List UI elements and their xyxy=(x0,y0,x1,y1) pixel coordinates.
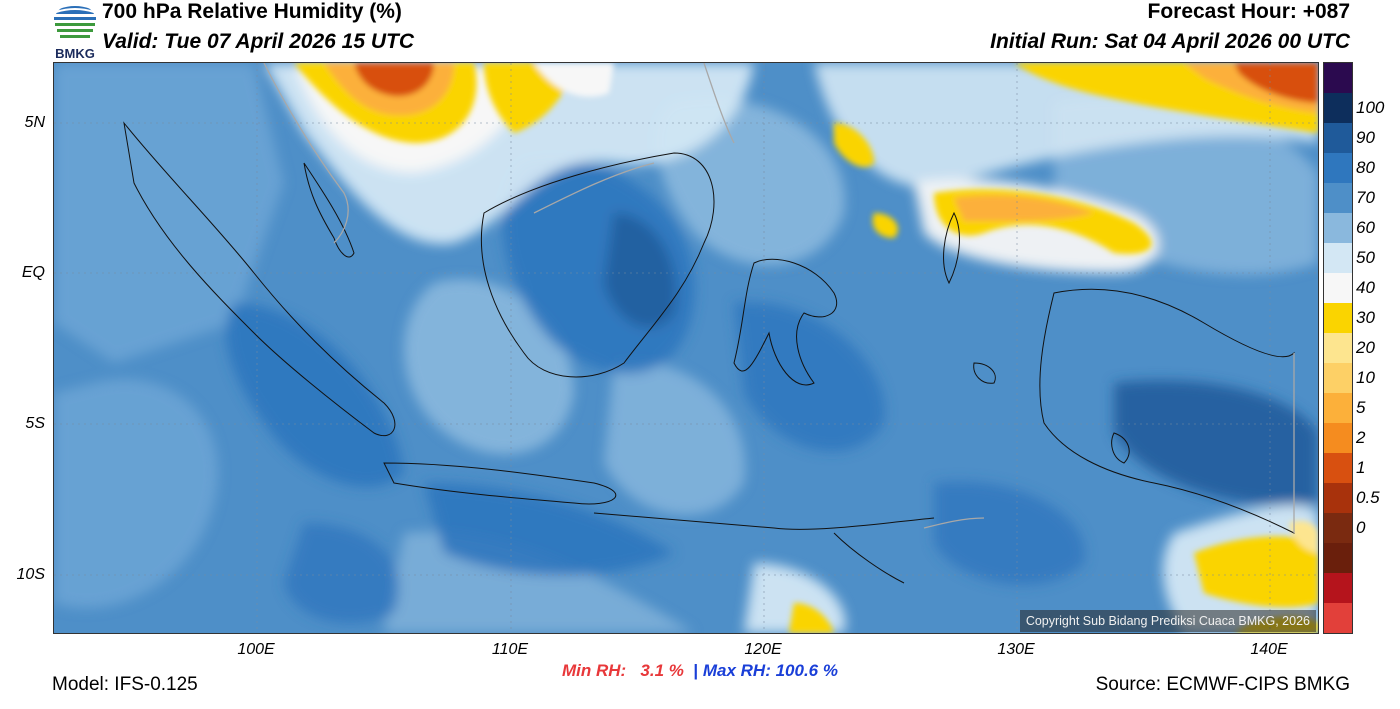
boundaries xyxy=(263,63,1295,533)
colorbar-cell xyxy=(1324,603,1352,633)
colorbar-label: 80 xyxy=(1356,158,1375,177)
copyright-notice: Copyright Sub Bidang Prediksi Cuaca BMKG… xyxy=(1019,610,1316,632)
lon-label: 110E xyxy=(491,641,529,658)
rh-stats: Min RH: 3.1 % | Max RH: 100.6 % xyxy=(0,661,1400,681)
lon-label: 130E xyxy=(997,641,1035,658)
colorbar-label: 5 xyxy=(1356,398,1366,417)
chart-title: 700 hPa Relative Humidity (%) xyxy=(102,0,402,23)
colorbar-cell xyxy=(1324,183,1352,213)
colorbar-cell xyxy=(1324,483,1352,513)
lon-label: 140E xyxy=(1250,641,1288,658)
gridlines xyxy=(54,63,1318,633)
colorbar-cell xyxy=(1324,303,1352,333)
model-label: Model: IFS-0.125 xyxy=(52,674,198,695)
valid-time: Valid: Tue 07 April 2026 15 UTC xyxy=(102,30,415,53)
lat-label: 5S xyxy=(25,415,45,432)
colorbar-label: 10 xyxy=(1356,368,1375,387)
colorbar-label: 1 xyxy=(1356,458,1366,477)
max-rh-label: Max RH: xyxy=(702,661,771,680)
colorbar-label: 2 xyxy=(1356,428,1366,447)
colorbar-label: 0 xyxy=(1356,518,1366,537)
colorbar-cell xyxy=(1324,573,1352,603)
colorbar-label: 90 xyxy=(1356,128,1375,147)
colorbar-cell xyxy=(1324,543,1352,573)
lat-label: 5N xyxy=(24,114,45,131)
colorbar xyxy=(1323,62,1353,634)
colorbar-cell xyxy=(1324,243,1352,273)
dry-fields xyxy=(294,63,1318,633)
min-rh-value: 3.1 % xyxy=(640,661,684,680)
colorbar-cell xyxy=(1324,273,1352,303)
coastlines xyxy=(123,121,1295,584)
map-canvas xyxy=(54,63,1318,633)
colorbar-label: 30 xyxy=(1356,308,1375,327)
humidity-map xyxy=(53,62,1319,634)
colorbar-cell xyxy=(1324,123,1352,153)
lon-label: 120E xyxy=(744,641,782,658)
bmkg-logo: BMKG xyxy=(50,0,100,62)
lat-label: EQ xyxy=(21,264,45,281)
max-rh-value: 100.6 % xyxy=(775,661,838,680)
logo-text: BMKG xyxy=(55,46,95,61)
initial-run: Initial Run: Sat 04 April 2026 00 UTC xyxy=(990,30,1350,53)
colorbar-cell xyxy=(1324,63,1352,93)
lat-label: 10S xyxy=(16,566,45,583)
colorbar-label: 20 xyxy=(1356,338,1375,357)
colorbar-cell xyxy=(1324,453,1352,483)
colorbar-cell xyxy=(1324,363,1352,393)
colorbar-cell xyxy=(1324,423,1352,453)
colorbar-label: 60 xyxy=(1356,218,1375,237)
colorbar-label: 100 xyxy=(1356,98,1385,117)
colorbar-cell xyxy=(1324,513,1352,543)
colorbar-cell xyxy=(1324,393,1352,423)
colorbar-label: 0.5 xyxy=(1356,488,1380,507)
forecast-hour: Forecast Hour: +087 xyxy=(1147,0,1351,23)
stats-separator: | xyxy=(693,661,699,680)
colorbar-cell xyxy=(1324,153,1352,183)
lon-label: 100E xyxy=(237,641,275,658)
colorbar-cell xyxy=(1324,333,1352,363)
source-label: Source: ECMWF-CIPS BMKG xyxy=(1095,674,1350,695)
min-rh-label: Min RH: xyxy=(562,661,627,680)
colorbar-cell xyxy=(1324,213,1352,243)
colorbar-label: 70 xyxy=(1356,188,1375,207)
colorbar-label: 50 xyxy=(1356,248,1375,267)
colorbar-label: 40 xyxy=(1356,278,1375,297)
colorbar-cell xyxy=(1324,93,1352,123)
